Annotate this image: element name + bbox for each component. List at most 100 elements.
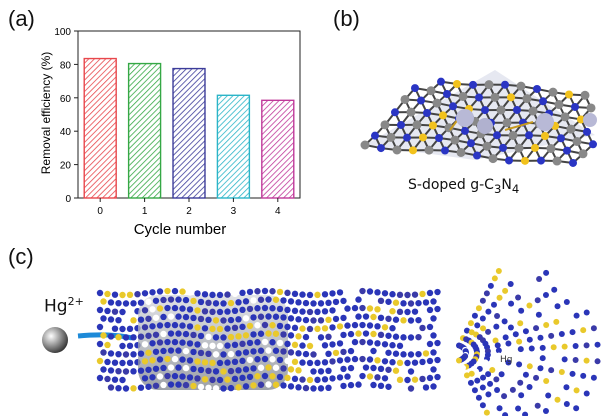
nitrogen-atom [145, 332, 152, 339]
nitrogen-atom [126, 325, 134, 333]
sulfur-atom [306, 376, 314, 384]
carbon-atom [488, 154, 498, 164]
nitrogen-atom [287, 349, 295, 356]
nitrogen-atom [186, 340, 194, 347]
nitrogen-atom [558, 330, 565, 337]
nitrogen-atom [583, 342, 590, 349]
nitrogen-atom [100, 366, 107, 373]
sulfur-atom [235, 384, 242, 391]
hydrogen-atom [317, 351, 325, 358]
carbon-atom [424, 145, 434, 155]
nitrogen-atom [310, 351, 317, 358]
sulfur-atom [543, 378, 550, 385]
nitrogen-atom [242, 383, 250, 390]
sulfur-atom [521, 156, 529, 165]
hg-atom [583, 113, 597, 127]
hydrogen-atom [411, 325, 419, 332]
nitrogen-atom [179, 305, 186, 312]
hydrogen-atom [254, 322, 261, 329]
nitrogen-atom [302, 316, 310, 324]
nitrogen-atom [299, 342, 306, 349]
sulfur-atom [541, 132, 549, 141]
nitrogen-atom [164, 321, 171, 329]
nitrogen-atom [377, 144, 385, 153]
hydrogen-atom [351, 372, 359, 380]
sulfur-atom [561, 343, 568, 350]
nitrogen-atom [515, 294, 522, 301]
hydrogen-atom [370, 296, 377, 304]
nitrogen-atom [479, 384, 486, 391]
nitrogen-atom [430, 349, 437, 356]
nitrogen-atom [434, 339, 441, 347]
nitrogen-atom [495, 347, 502, 354]
nitrogen-atom [250, 365, 257, 372]
nitrogen-atom [295, 384, 302, 391]
bar [261, 99, 295, 199]
sulfur-atom [419, 290, 426, 298]
nitrogen-atom [261, 321, 269, 329]
hydrogen-atom [332, 366, 340, 374]
carbon-atom [560, 112, 570, 122]
y-tick-label: 100 [54, 27, 71, 38]
nitrogen-atom [175, 313, 182, 320]
sulfur-atom [580, 327, 587, 334]
nitrogen-atom [231, 307, 239, 315]
nitrogen-atom [493, 376, 500, 383]
nitrogen-atom [314, 376, 321, 384]
nitrogen-atom [359, 355, 366, 363]
nitrogen-atom [141, 324, 149, 331]
nitrogen-atom [119, 359, 126, 367]
nitrogen-atom [250, 348, 257, 355]
carbon-atom [566, 124, 576, 134]
nitrogen-atom [494, 386, 501, 393]
hydrogen-atom [344, 339, 351, 346]
nitrogen-atom [502, 334, 509, 341]
hydrogen-atom [231, 290, 239, 298]
nitrogen-atom [197, 298, 205, 306]
nitrogen-atom [115, 367, 122, 375]
sulfur-atom [126, 291, 134, 299]
sulfur-atom [392, 367, 400, 374]
nitrogen-atom [119, 342, 126, 350]
nitrogen-atom [505, 156, 513, 165]
hydrogen-atom [205, 333, 212, 341]
nitrogen-atom [467, 139, 475, 148]
nitrogen-atom [366, 322, 374, 329]
hydrogen-atom [242, 315, 250, 322]
nitrogen-atom [374, 374, 381, 381]
nitrogen-atom [467, 379, 474, 386]
hydrogen-atom [400, 368, 407, 375]
nitrogen-atom [434, 305, 441, 313]
hydrogen-atom [332, 332, 340, 340]
nitrogen-atom [534, 402, 541, 409]
nitrogen-atom [254, 356, 261, 363]
hydrogen-atom [489, 333, 496, 340]
sulfur-atom [325, 316, 332, 324]
nitrogen-atom [537, 365, 544, 372]
hydrogen-atom [265, 347, 272, 354]
nitrogen-atom [385, 366, 392, 373]
sulfur-atom [411, 376, 419, 383]
nitrogen-atom [231, 341, 239, 349]
sulfur-atom [100, 332, 107, 339]
nitrogen-atom [501, 393, 508, 400]
nitrogen-atom [347, 364, 355, 372]
nitrogen-atom [164, 372, 171, 380]
nitrogen-atom [483, 290, 490, 297]
sulfur-atom [224, 376, 231, 383]
nitrogen-atom [569, 158, 577, 167]
sulfur-atom [422, 350, 430, 357]
nitrogen-atom [569, 370, 576, 377]
sulfur-atom [235, 333, 242, 340]
carbon-atom [578, 149, 588, 159]
carbon-atom [516, 81, 526, 91]
nitrogen-atom [537, 334, 544, 341]
nitrogen-atom [423, 109, 431, 118]
nitrogen-atom [317, 317, 325, 324]
sulfur-atom [194, 307, 201, 314]
nitrogen-atom [175, 330, 182, 337]
nitrogen-atom [171, 304, 179, 312]
sulfur-atom [194, 358, 201, 365]
nitrogen-atom [505, 340, 512, 347]
nitrogen-atom [122, 300, 130, 307]
